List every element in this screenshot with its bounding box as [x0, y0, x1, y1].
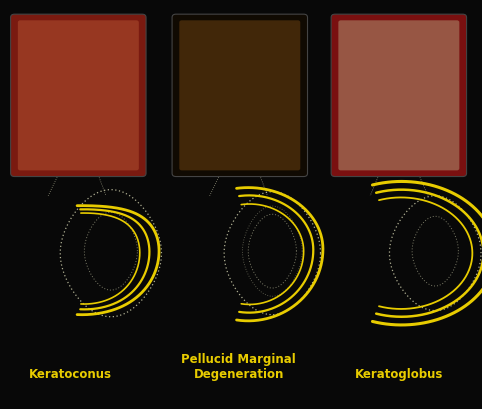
FancyBboxPatch shape — [11, 15, 146, 177]
FancyBboxPatch shape — [172, 15, 308, 177]
FancyBboxPatch shape — [338, 21, 459, 171]
FancyBboxPatch shape — [18, 21, 139, 171]
Text: Keratoconus: Keratoconus — [28, 367, 111, 380]
FancyBboxPatch shape — [179, 21, 300, 171]
Text: Keratoglobus: Keratoglobus — [355, 367, 443, 380]
FancyBboxPatch shape — [331, 15, 467, 177]
Text: Pellucid Marginal
Degeneration: Pellucid Marginal Degeneration — [181, 353, 296, 380]
